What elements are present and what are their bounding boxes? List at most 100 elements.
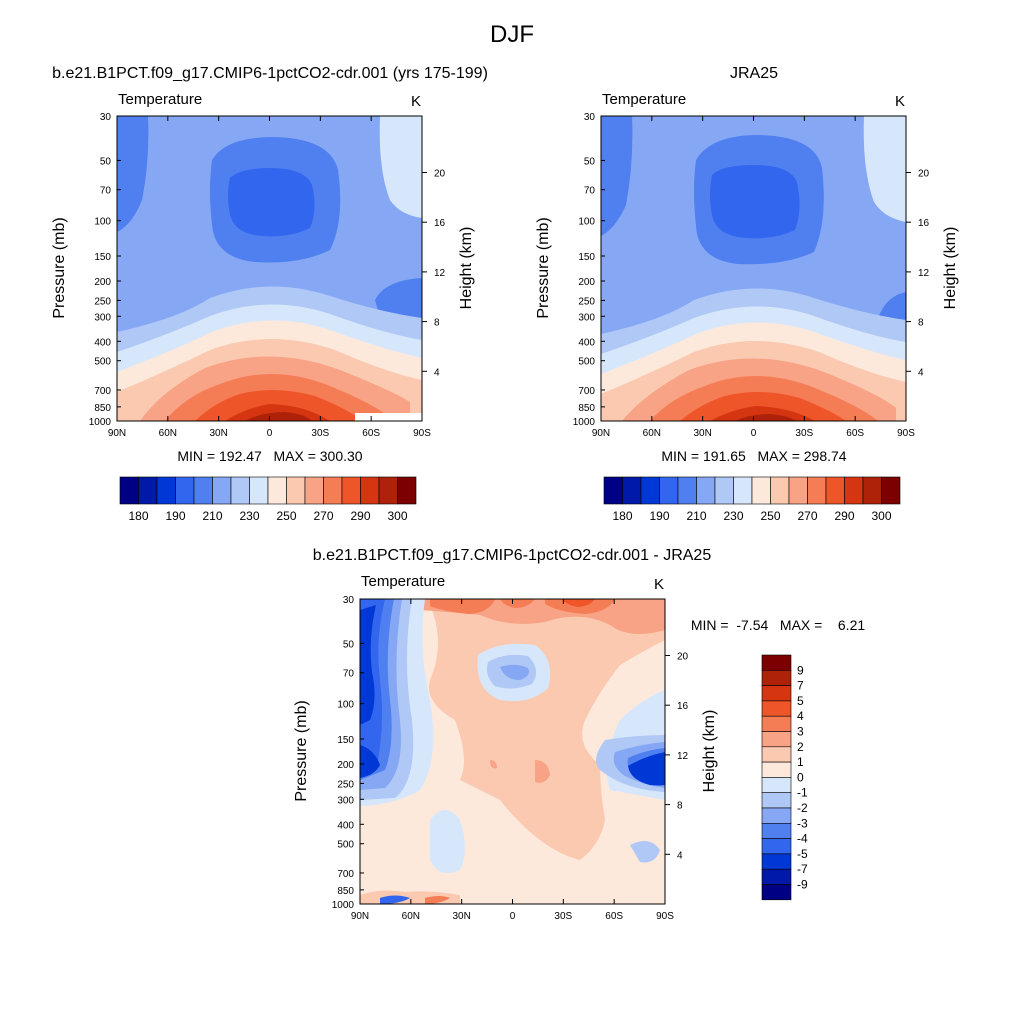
- colorbar-box: [640, 476, 660, 505]
- y-tick-label: 250: [578, 296, 595, 307]
- variable-label: Temperature: [361, 573, 445, 590]
- colorbar-box: [761, 838, 792, 855]
- colorbar-label: 7: [797, 679, 804, 693]
- contour-level-minus3-surface: [380, 895, 410, 904]
- y-tick-label: 150: [94, 252, 111, 263]
- colorbar-box: [761, 807, 792, 824]
- x-tick-label: 90N: [108, 428, 126, 439]
- colorbar-box: [304, 476, 324, 505]
- height-tick-label: 20: [434, 168, 446, 179]
- figure-title: DJF: [490, 21, 534, 48]
- y-tick-label: 200: [337, 760, 354, 771]
- colorbar-box: [323, 476, 343, 505]
- y-axis-title: Pressure (mb): [535, 217, 552, 318]
- colorbar-box: [862, 476, 882, 505]
- colorbar-box: [286, 476, 306, 505]
- colorbar-box: [230, 476, 250, 505]
- y-tick-label: 100: [94, 217, 111, 228]
- y-axis-labels: 30 50 70 100 150 200 250 300 400 500 700 850 1000: [332, 595, 364, 911]
- colorbar-box: [761, 822, 792, 839]
- colorbar-label: 1: [797, 755, 804, 769]
- y-tick-label: 400: [337, 820, 354, 831]
- min-max-stats: MIN = 191.65 MAX = 298.74: [661, 448, 846, 464]
- x-tick-label: 30S: [554, 911, 572, 922]
- height-tick-label: 8: [677, 801, 683, 812]
- colorbar-box: [677, 476, 697, 505]
- y-tick-label: 500: [337, 840, 354, 851]
- colorbar-box: [119, 476, 139, 505]
- contour-level-210-pole: [601, 116, 633, 236]
- x-tick-label: 60N: [159, 428, 177, 439]
- colorbar-label: 270: [797, 509, 817, 523]
- colorbar-box: [397, 476, 417, 505]
- units-label: K: [411, 93, 421, 110]
- variable-label: Temperature: [118, 91, 202, 108]
- contour-level-3-to-5-left: [430, 599, 495, 614]
- colorbar-box: [156, 476, 176, 505]
- colorbar-label: 180: [612, 509, 632, 523]
- colorbar-box: [761, 777, 792, 794]
- colorbar-label: 230: [239, 509, 259, 523]
- colorbar-box: [267, 476, 287, 505]
- y-tick-label: 700: [578, 386, 595, 397]
- colorbar-box: [733, 476, 753, 505]
- x-tick-label: 60S: [362, 428, 380, 439]
- x-tick-label: 30N: [693, 428, 711, 439]
- height-tick-label: 20: [918, 168, 930, 179]
- colorbar-box: [807, 476, 827, 505]
- colorbar-box: [761, 746, 792, 763]
- colorbar-box: [175, 476, 195, 505]
- contour-level-1-to-2-spot-a: [535, 760, 550, 783]
- colorbar-box: [714, 476, 734, 505]
- contour-field: [601, 116, 906, 421]
- colorbar-label: -1: [797, 786, 808, 800]
- y-tick-label: 500: [94, 357, 111, 368]
- colorbar-box: [696, 476, 716, 505]
- y-tick-label: 850: [578, 403, 595, 414]
- y-tick-label: 50: [343, 639, 355, 650]
- x-axis-labels: 90N 60N 30N 0 30S 60S 90S: [592, 116, 915, 439]
- colorbar-label: 210: [686, 509, 706, 523]
- colorbar-label: 190: [649, 509, 669, 523]
- topography-mask: [355, 413, 422, 421]
- contour-field: [117, 116, 422, 421]
- height-tick-label: 12: [677, 751, 689, 762]
- x-tick-label: 60N: [643, 428, 661, 439]
- colorbar-label: 250: [760, 509, 780, 523]
- colorbar-box: [603, 476, 623, 505]
- y-tick-label: 200: [578, 277, 595, 288]
- colorbar: 180 190 210 230 250 270 290 300: [603, 476, 901, 523]
- panel-title: b.e21.B1PCT.f09_g17.CMIP6-1pctCO2-cdr.00…: [313, 547, 712, 564]
- colorbar-label: -7: [797, 862, 808, 876]
- x-tick-label: 60S: [605, 911, 623, 922]
- colorbar-box: [761, 669, 792, 686]
- panel-model: b.e21.B1PCT.f09_g17.CMIP6-1pctCO2-cdr.00…: [51, 65, 488, 523]
- colorbar-label: 0: [797, 770, 804, 784]
- y-tick-label: 100: [337, 700, 354, 711]
- colorbar-box: [622, 476, 642, 505]
- x-tick-label: 90S: [897, 428, 915, 439]
- colorbar-label: 290: [834, 509, 854, 523]
- colorbar-label: 2: [797, 740, 804, 754]
- y-tick-label: 300: [337, 795, 354, 806]
- y-tick-label: 50: [100, 156, 112, 167]
- y-tick-label: 850: [337, 886, 354, 897]
- contour-level-190: [228, 168, 315, 237]
- panel-title: JRA25: [730, 65, 778, 82]
- height-tick-label: 16: [918, 218, 930, 229]
- min-max-stats: MIN = 192.47 MAX = 300.30: [177, 448, 362, 464]
- contour-level-250-ne: [863, 116, 906, 222]
- y-axis-title: Pressure (mb): [51, 217, 68, 318]
- contour-level-300: [245, 412, 312, 421]
- y-tick-label: 30: [584, 112, 596, 123]
- y-axis-title: Pressure (mb): [293, 700, 310, 801]
- colorbar-label: -9: [797, 878, 808, 892]
- contour-level-minus5-to-minus7-southeast: [628, 752, 665, 786]
- contour-level-3-to-5-mid: [500, 599, 535, 608]
- x-tick-label: 60S: [846, 428, 864, 439]
- y-tick-label: 400: [94, 337, 111, 348]
- height-axis-labels: 20 16 12 8 4: [665, 651, 689, 861]
- colorbar-box: [761, 715, 792, 732]
- contour-level-250-ne: [379, 116, 422, 218]
- y-tick-label: 30: [100, 112, 112, 123]
